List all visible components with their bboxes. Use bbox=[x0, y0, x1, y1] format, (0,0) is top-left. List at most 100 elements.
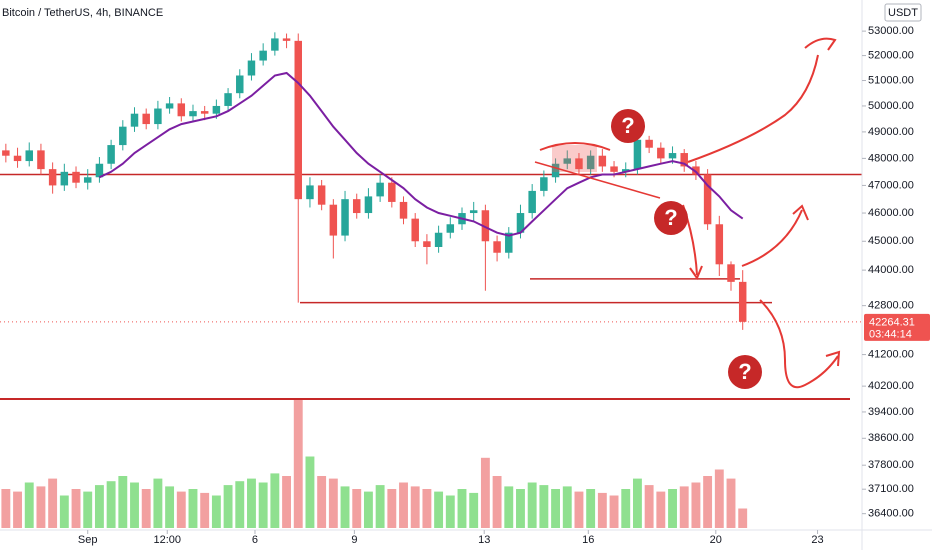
chart-title: Bitcoin / TetherUS, 4h, BINANCE bbox=[2, 7, 163, 19]
volume-bar bbox=[165, 486, 175, 528]
currency-label: USDT bbox=[888, 7, 918, 19]
y-tick-label: 45000.00 bbox=[868, 235, 914, 247]
x-tick-label: 12:00 bbox=[153, 534, 181, 546]
x-tick-label: 23 bbox=[811, 534, 823, 546]
volume-bar bbox=[71, 489, 81, 528]
candle-body bbox=[13, 155, 22, 162]
volume-bar bbox=[200, 492, 210, 528]
candle-body bbox=[83, 177, 92, 183]
volume-bar bbox=[597, 492, 607, 528]
currency-box bbox=[884, 3, 922, 22]
volume-bar bbox=[445, 495, 455, 528]
candle-body bbox=[72, 171, 80, 183]
last-price-bg bbox=[864, 313, 930, 341]
volume-bar bbox=[247, 478, 256, 528]
volume-bar bbox=[258, 482, 268, 528]
candle-body bbox=[25, 150, 33, 162]
moving-average bbox=[98, 71, 744, 237]
volume-bar bbox=[282, 476, 291, 528]
candle-body bbox=[738, 281, 747, 322]
y-tick-label: 37800.00 bbox=[868, 459, 914, 471]
candle-body bbox=[493, 241, 501, 253]
y-tick-label: 50000.00 bbox=[868, 100, 914, 112]
candle-body bbox=[621, 169, 630, 172]
volume-bar bbox=[270, 473, 280, 528]
volume-bar bbox=[375, 485, 385, 528]
plot-area bbox=[0, 32, 862, 528]
trend-drawing bbox=[534, 161, 661, 199]
candle-body bbox=[282, 38, 291, 41]
volume-bar bbox=[24, 482, 34, 528]
y-tick-label: 40200.00 bbox=[868, 380, 914, 392]
volume-bar bbox=[457, 489, 467, 528]
volume-bar bbox=[363, 491, 373, 528]
candle-body bbox=[692, 166, 700, 175]
question-badge bbox=[654, 201, 688, 235]
candle-body bbox=[212, 105, 221, 114]
volume-bar bbox=[586, 489, 596, 528]
volume-bar bbox=[328, 478, 338, 528]
y-tick-label: 53000.00 bbox=[868, 25, 914, 37]
candle-body bbox=[505, 232, 513, 253]
volume-bar bbox=[551, 489, 561, 528]
volume-bar bbox=[644, 485, 654, 528]
volume-bar bbox=[211, 495, 221, 528]
candle-body bbox=[107, 145, 115, 164]
volume-bar bbox=[539, 485, 549, 528]
axes: 53000.00 52000.00 51000.00 50000.00 49000.00… bbox=[78, 25, 914, 546]
x-tick-label: 16 bbox=[582, 534, 594, 546]
question-badge bbox=[611, 109, 645, 143]
candle-body bbox=[563, 158, 572, 164]
candle-body bbox=[95, 163, 104, 178]
volume-bar bbox=[141, 489, 151, 528]
volume-bar bbox=[340, 486, 350, 528]
volume-bar bbox=[609, 495, 619, 528]
volume-bar bbox=[469, 492, 479, 528]
candle-body bbox=[60, 171, 69, 186]
volume-bar bbox=[714, 469, 724, 528]
arrow-head bbox=[792, 204, 809, 221]
candle-body bbox=[271, 38, 279, 51]
candle-body bbox=[294, 40, 302, 200]
arrow-bounce-drawing bbox=[741, 209, 803, 267]
question-badge bbox=[728, 355, 762, 389]
candle-body bbox=[540, 177, 548, 191]
candle-body bbox=[364, 196, 373, 214]
y-tick-label: 44000.00 bbox=[868, 264, 914, 276]
y-tick-label: 38600.00 bbox=[868, 432, 914, 444]
candle-body bbox=[727, 264, 735, 282]
volume-bar bbox=[480, 457, 490, 528]
candle-body bbox=[236, 75, 244, 94]
countdown-label: 03:44:14 bbox=[869, 329, 912, 341]
volume-bar bbox=[317, 476, 327, 528]
volume-bar bbox=[738, 508, 748, 528]
candle-body bbox=[130, 113, 139, 127]
candle-body bbox=[165, 103, 174, 109]
candle-body bbox=[317, 185, 326, 205]
volume-bar bbox=[621, 489, 631, 528]
volume-bar bbox=[352, 489, 362, 528]
candle-body bbox=[586, 155, 595, 170]
volume-bar bbox=[188, 489, 198, 528]
volume-bar bbox=[59, 495, 69, 528]
volume-bar bbox=[106, 481, 116, 528]
volume-bar bbox=[399, 482, 408, 528]
x-tick-label: 6 bbox=[252, 534, 258, 546]
candle-body bbox=[341, 199, 349, 236]
candle-body bbox=[119, 126, 127, 146]
candle-body bbox=[388, 182, 396, 202]
candle-body bbox=[481, 210, 490, 242]
candle-body bbox=[598, 155, 607, 167]
volume-bar bbox=[305, 456, 315, 528]
x-tick-label: 9 bbox=[351, 534, 357, 546]
candle-body bbox=[200, 111, 209, 114]
volume-bar bbox=[1, 489, 11, 528]
volume-bar bbox=[153, 478, 163, 528]
volume-bar bbox=[83, 491, 93, 528]
candle-body bbox=[247, 60, 256, 76]
candle-body bbox=[142, 113, 150, 125]
candle-body bbox=[306, 185, 314, 200]
volume-bar bbox=[504, 486, 514, 528]
y-tick-label: 42800.00 bbox=[868, 300, 914, 312]
